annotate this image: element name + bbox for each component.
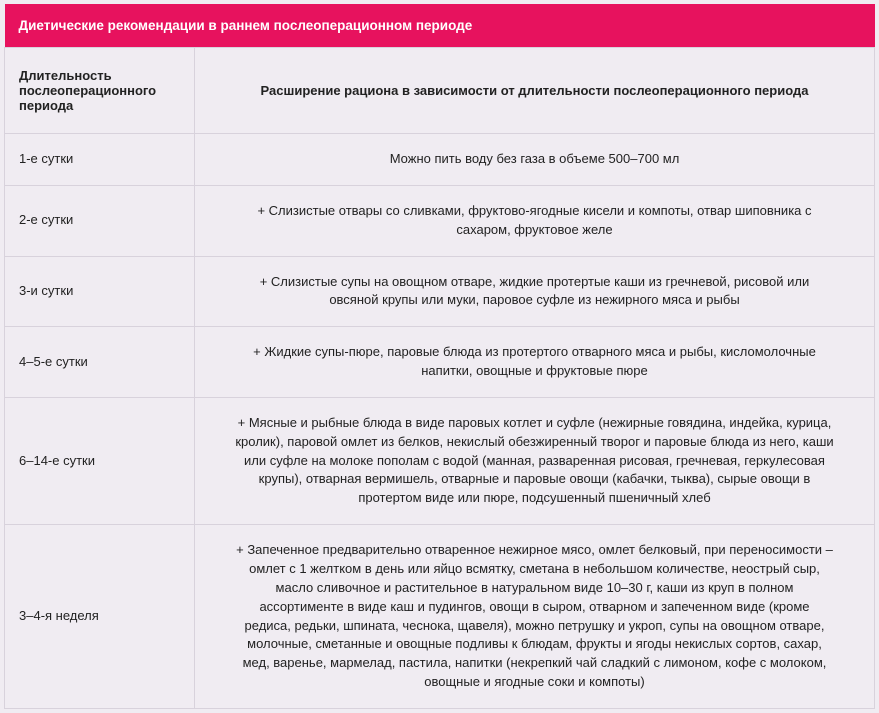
- diet-table-container: Диетические рекомендации в раннем послео…: [4, 4, 875, 709]
- column-header-period: Длительность послеоперационного периода: [5, 48, 195, 134]
- cell-period: 3–4-я неделя: [5, 525, 195, 709]
- table-header-row: Длительность послеоперационного периода …: [5, 48, 875, 134]
- table-title: Диетические рекомендации в раннем послео…: [5, 4, 875, 48]
- table-row: 2-е сутки + Слизистые отвары со сливками…: [5, 185, 875, 256]
- column-header-diet: Расширение рациона в зависимости от длит…: [195, 48, 875, 134]
- cell-diet: Можно пить воду без газа в объеме 500–70…: [195, 134, 875, 186]
- table-row: 6–14-е сутки + Мясные и рыбные блюда в в…: [5, 397, 875, 524]
- cell-diet: + Мясные и рыбные блюда в виде паровых к…: [195, 397, 875, 524]
- table-row: 1-е сутки Можно пить воду без газа в объ…: [5, 134, 875, 186]
- table-row: 4–5-е сутки + Жидкие супы-пюре, паровые …: [5, 327, 875, 398]
- cell-period: 1-е сутки: [5, 134, 195, 186]
- table-title-row: Диетические рекомендации в раннем послео…: [5, 4, 875, 48]
- diet-table: Диетические рекомендации в раннем послео…: [4, 4, 875, 709]
- cell-period: 4–5-е сутки: [5, 327, 195, 398]
- table-row: 3-и сутки + Слизистые супы на овощном от…: [5, 256, 875, 327]
- cell-diet: + Запеченное предварительно отваренное н…: [195, 525, 875, 709]
- cell-diet: + Слизистые супы на овощном отваре, жидк…: [195, 256, 875, 327]
- table-body: 1-е сутки Можно пить воду без газа в объ…: [5, 134, 875, 709]
- cell-diet: + Слизистые отвары со сливками, фруктово…: [195, 185, 875, 256]
- cell-period: 6–14-е сутки: [5, 397, 195, 524]
- cell-period: 2-е сутки: [5, 185, 195, 256]
- cell-period: 3-и сутки: [5, 256, 195, 327]
- cell-diet: + Жидкие супы-пюре, паровые блюда из про…: [195, 327, 875, 398]
- table-row: 3–4-я неделя + Запеченное предварительно…: [5, 525, 875, 709]
